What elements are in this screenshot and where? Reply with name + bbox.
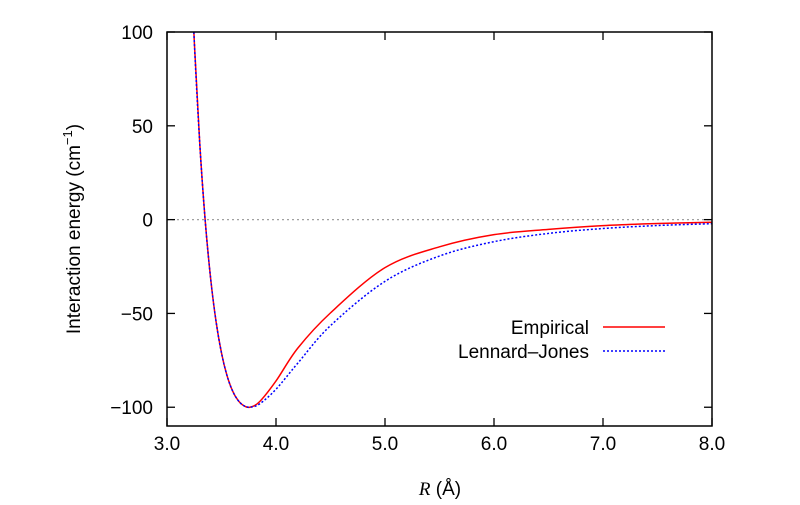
legend: Empirical Lennard–Jones [458, 318, 665, 363]
y-tick-label: 0 [142, 211, 153, 232]
plot-frame [166, 31, 713, 427]
ticks [166, 31, 713, 426]
x-tick-label: 6.0 [481, 434, 507, 455]
series-line-lennard-jones [193, 32, 712, 409]
legend-label-empirical: Empirical [511, 318, 589, 339]
tick-labels: 3.0 4.0 5.0 6.0 7.0 8.0 100 50 0 −50 −100 [110, 23, 725, 455]
legend-label-lennard-jones: Lennard–Jones [458, 342, 589, 363]
y-tick-label: −50 [121, 304, 153, 325]
x-tick-label: 4.0 [263, 434, 289, 455]
y-tick-label: 100 [121, 23, 153, 44]
series-line-empirical [193, 32, 712, 409]
y-tick-label: −100 [110, 398, 153, 419]
x-axis-label: R (Å) [418, 479, 461, 500]
x-tick-label: 3.0 [154, 434, 180, 455]
x-tick-label: 5.0 [372, 434, 398, 455]
x-tick-label: 8.0 [699, 434, 725, 455]
x-tick-label: 7.0 [590, 434, 616, 455]
y-tick-label: 50 [132, 117, 153, 138]
y-axis-label: Interaction energy (cm−1) [60, 124, 85, 334]
series-group [193, 32, 712, 409]
